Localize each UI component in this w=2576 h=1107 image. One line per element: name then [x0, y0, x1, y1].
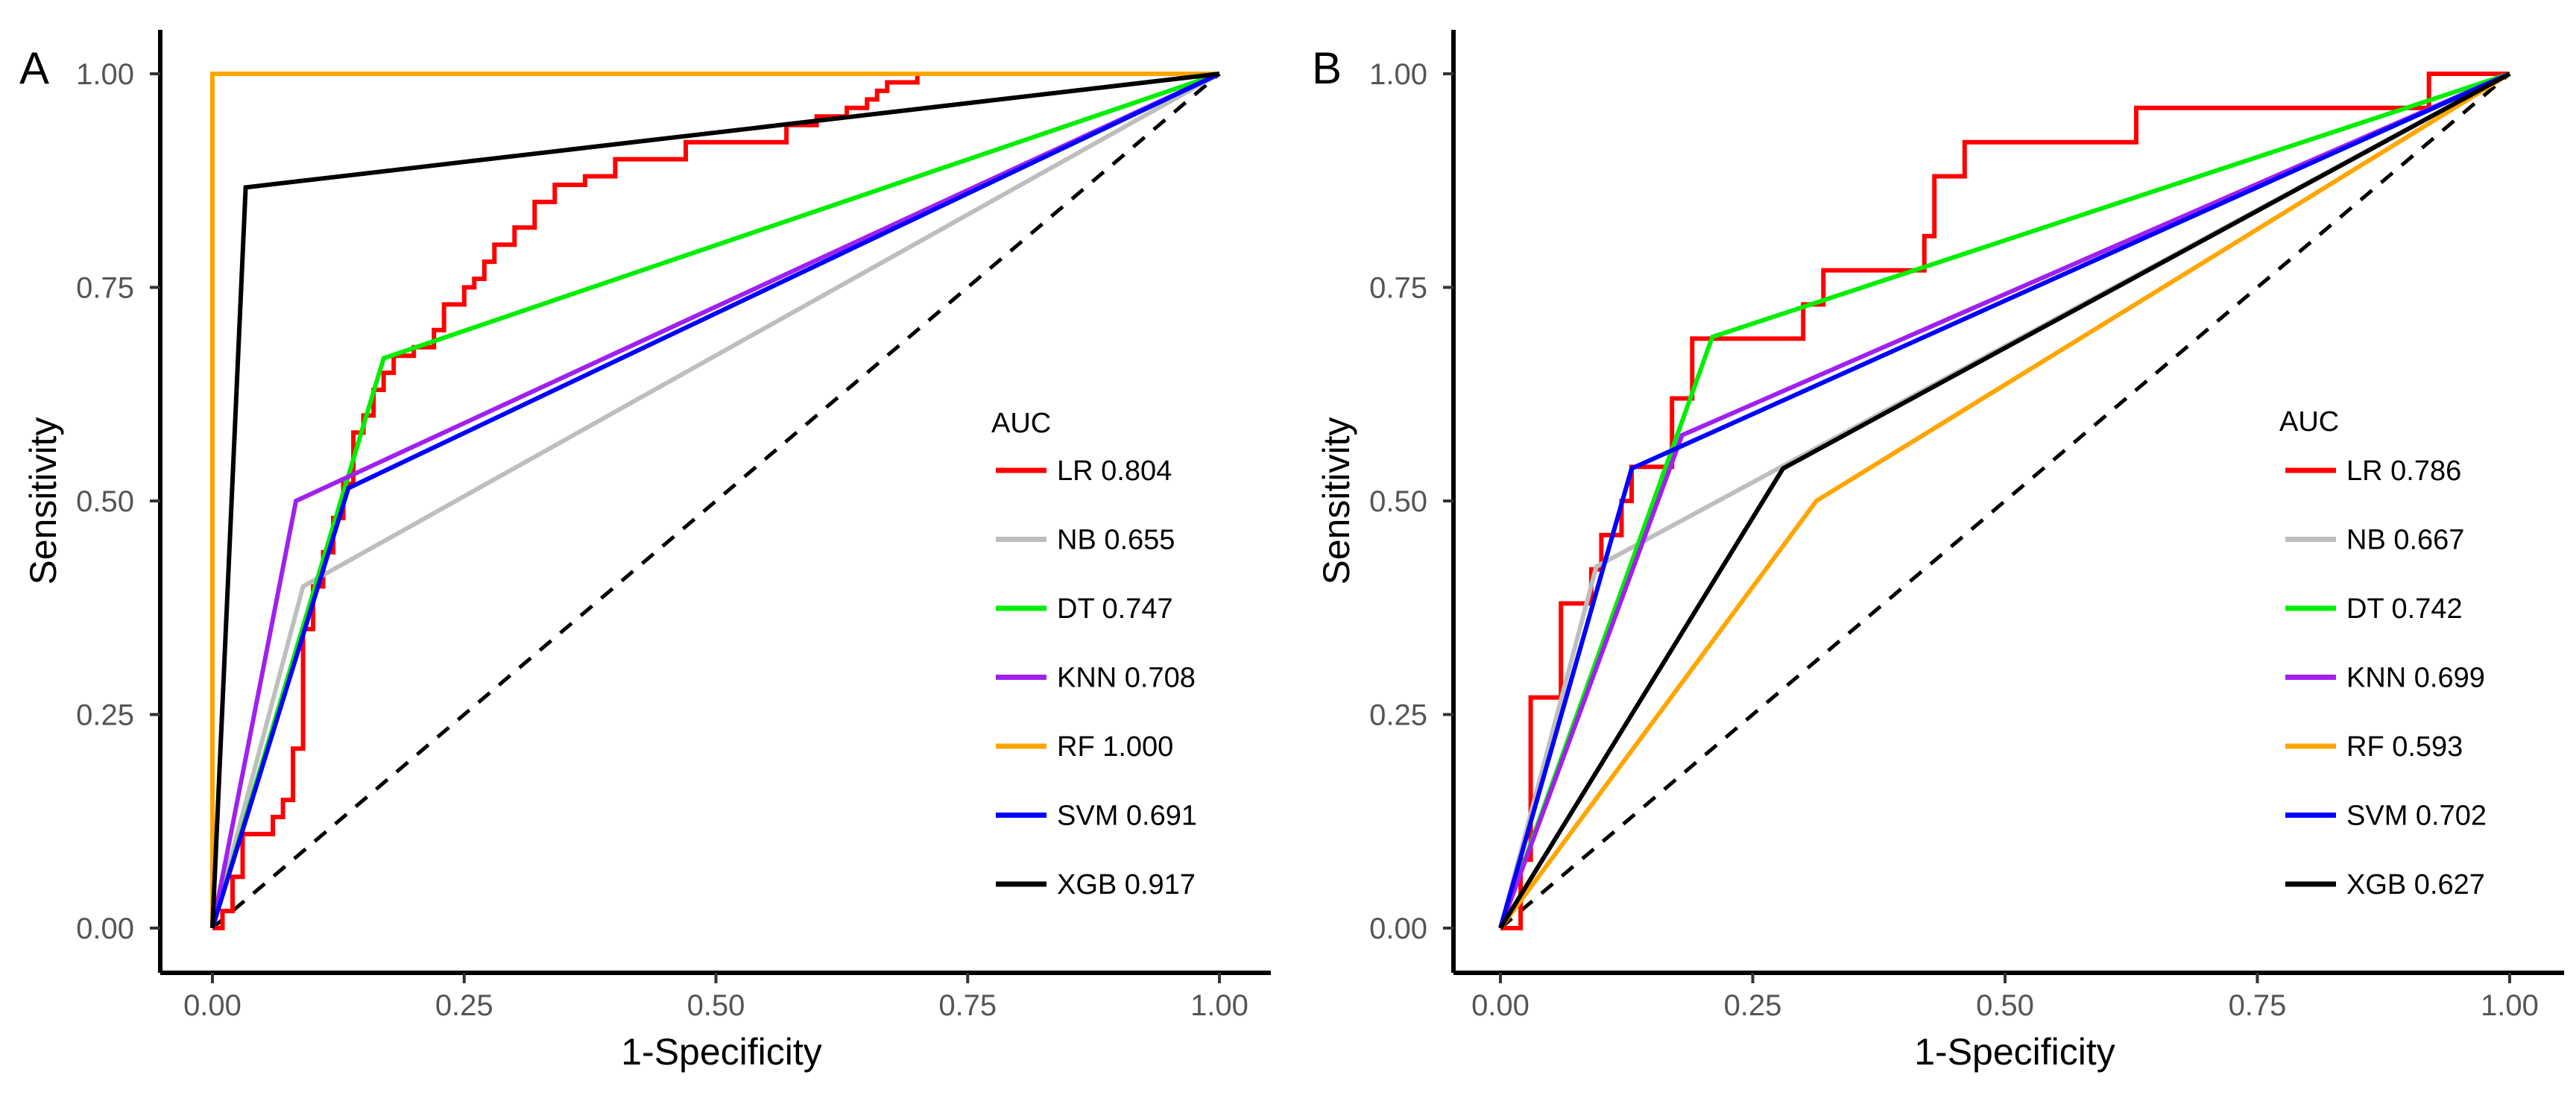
panel-b-plot-area	[1498, 72, 2511, 930]
panel-b-x-tick-label: 0.50	[1976, 989, 2034, 1022]
panel-b-x-tick-label: 0.75	[2229, 989, 2287, 1022]
panel-a-tag: A	[19, 43, 49, 93]
panel-a-x-tick-label: 0.25	[435, 989, 493, 1022]
panel-b-tag: B	[1312, 43, 1342, 93]
panel-a-roc-line-knn	[210, 72, 1221, 929]
panel-a-ticks: 0.00 0.25 0.50 0.75 1.00 0.00 0.25 0.50 0.75 1.00	[76, 58, 1248, 1022]
panel-b-y-tick-label: 0.75	[1369, 272, 1427, 305]
panel-a-y-tick-label: 0.50	[76, 485, 134, 518]
panel-a-roc-line-svm	[210, 72, 1221, 929]
panel-b-roc-line-xgb	[1498, 72, 2511, 930]
panel-a-x-tick-label: 1.00	[1190, 989, 1248, 1022]
panel-b: B 0.00 0.25 0.50 0.75 1.00 0.00 0.25 0.50 0.75 1.…	[1312, 30, 2564, 1073]
panel-b-legend-label-rf: RF 0.593	[2346, 731, 2463, 763]
panel-a-roc-line-nb	[210, 72, 1221, 929]
panel-a-legend-label-svm: SVM 0.691	[1057, 801, 1197, 832]
panel-b-roc-line-rf	[1498, 72, 2511, 930]
panel-b-ticks: 0.00 0.25 0.50 0.75 1.00 0.00 0.25 0.50 0.75 1.00	[1369, 58, 2539, 1022]
panel-a-legend-label-knn: KNN 0.708	[1057, 663, 1196, 694]
panel-a-y-tick-label: 0.75	[76, 272, 134, 305]
panel-b-legend-title: AUC	[2279, 406, 2339, 438]
panel-a-plot-area	[210, 72, 1221, 930]
panel-b-y-tick-label: 0.00	[1369, 912, 1427, 945]
panel-a-x-tick-label: 0.00	[183, 989, 242, 1022]
panel-b-legend-label-knn: KNN 0.699	[2346, 663, 2485, 694]
panel-a-y-tick-label: 0.25	[76, 699, 134, 732]
panel-a-legend: AUC LR 0.804 NB 0.655 DT 0.747 KNN 0.708 RF …	[991, 408, 1197, 901]
panel-a-x-axis-title: 1-Specificity	[621, 1031, 822, 1073]
panel-a-x-tick-label: 0.50	[687, 989, 745, 1022]
panel-b-x-tick-label: 1.00	[2481, 989, 2539, 1022]
panel-b-legend-label-nb: NB 0.667	[2346, 525, 2464, 556]
panel-a-roc-line-rf	[210, 72, 1219, 928]
panel-a-legend-label-xgb: XGB 0.917	[1057, 869, 1196, 901]
panel-b-x-axis-title: 1-Specificity	[1914, 1031, 2115, 1073]
panel-b-legend: AUC LR 0.786 NB 0.667 DT 0.742 KNN 0.699 RF …	[2279, 406, 2487, 901]
panel-a-x-tick-label: 0.75	[938, 989, 997, 1022]
panel-b-legend-label-xgb: XGB 0.627	[2346, 869, 2485, 901]
panel-b-y-tick-label: 0.50	[1369, 485, 1427, 518]
panel-a-legend-label-lr: LR 0.804	[1057, 455, 1172, 487]
panel-b-roc-line-svm	[1498, 72, 2511, 929]
panel-a-legend-label-nb: NB 0.655	[1057, 525, 1175, 556]
panel-b-legend-label-svm: SVM 0.702	[2346, 801, 2487, 832]
panel-a-reference-diagonal	[211, 72, 1221, 930]
panel-a: A 0.00 0.25 0.50 0.75 1.00 0.00 0.25 0.50 0.75 1.…	[19, 30, 1271, 1073]
panel-a-legend-label-rf: RF 1.000	[1057, 731, 1173, 763]
panel-a-legend-title: AUC	[991, 408, 1051, 439]
panel-a-y-axis-title: Sensitivity	[22, 417, 64, 584]
panel-b-y-tick-label: 0.25	[1369, 699, 1427, 732]
panel-a-legend-label-dt: DT 0.747	[1057, 593, 1173, 625]
panel-b-x-tick-label: 0.25	[1724, 989, 1782, 1022]
panel-b-legend-label-dt: DT 0.742	[2346, 593, 2463, 625]
panel-a-roc-line-xgb	[210, 72, 1220, 929]
panel-b-x-tick-label: 0.00	[1471, 989, 1530, 1022]
panel-b-y-axis-title: Sensitivity	[1316, 417, 1357, 584]
panel-a-y-tick-label: 0.00	[76, 912, 134, 945]
panel-b-roc-line-knn	[1498, 72, 2511, 930]
panel-b-legend-label-lr: LR 0.786	[2346, 455, 2461, 487]
panel-b-roc-line-lr	[1500, 72, 2510, 930]
panel-b-y-tick-label: 1.00	[1369, 58, 1427, 91]
panel-a-y-tick-label: 1.00	[76, 58, 134, 91]
panel-b-reference-diagonal	[1499, 72, 2511, 930]
